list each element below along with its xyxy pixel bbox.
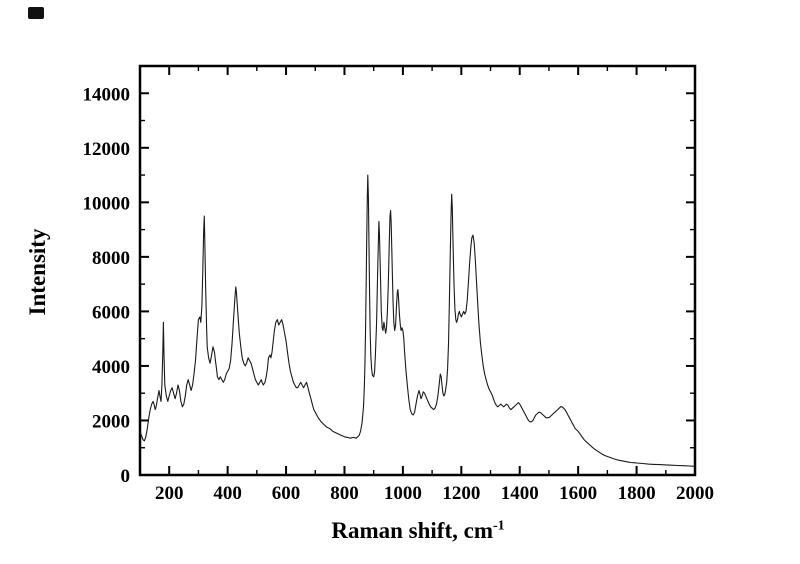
x-tick-label: 600	[272, 483, 301, 504]
x-tick-label: 200	[155, 483, 184, 504]
plot-frame	[138, 64, 697, 477]
y-tick-label: 2000	[92, 411, 130, 432]
y-tick-label: 14000	[83, 84, 131, 105]
x-tick-label: 1800	[618, 483, 656, 504]
x-tick-label: 1400	[501, 483, 539, 504]
x-axis-title-text: Raman shift, cm	[331, 518, 493, 543]
y-tick-label: 6000	[92, 302, 130, 323]
x-axis-title: Raman shift, cm-1	[331, 518, 504, 544]
y-tick-label: 0	[121, 466, 131, 487]
x-tick-label: 800	[330, 483, 359, 504]
x-tick-label: 1000	[384, 483, 422, 504]
x-tick-label: 1600	[559, 483, 597, 504]
spectrum-line	[139, 174, 696, 467]
corner-artifact	[28, 7, 44, 19]
y-tick-label: 4000	[92, 357, 130, 378]
x-tick-label: 400	[213, 483, 242, 504]
x-axis-title-superscript: -1	[492, 518, 505, 534]
x-tick-label: 1200	[442, 483, 480, 504]
y-tick-label: 8000	[92, 248, 130, 269]
y-tick-label: 10000	[83, 193, 131, 214]
y-axis-title-text: Intensity	[25, 228, 50, 316]
x-tick-label: 2000	[676, 483, 714, 504]
y-axis-title: Intensity	[25, 229, 51, 316]
y-tick-label: 12000	[83, 139, 131, 160]
